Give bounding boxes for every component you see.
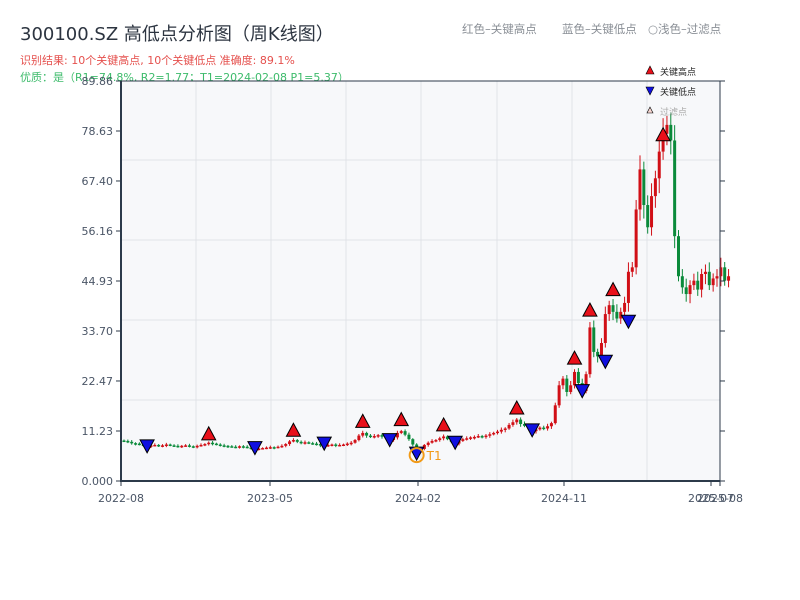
svg-text:关键高点: 关键高点 [660,66,696,78]
axes: 0.000 11.23 22.47 33.70 44.93 56.16 67.40 78.63… [82,75,743,505]
pivot-markers: T1 [139,126,671,464]
svg-text:67.40: 67.40 [82,175,114,188]
result-summary: 识别结果: 10个关键高点, 10个关键低点 准确度: 89.1% [20,54,295,67]
svg-text:2024-02: 2024-02 [395,492,441,505]
svg-text:2023-05: 2023-05 [247,492,293,505]
svg-text:22.47: 22.47 [82,375,114,388]
svg-text:56.16: 56.16 [82,225,114,238]
svg-text:过滤点: 过滤点 [660,106,687,118]
svg-text:T1: T1 [426,449,442,463]
svg-text:2024-11: 2024-11 [541,492,587,505]
svg-text:89.86: 89.86 [82,75,114,88]
legend-red-key-highs: 红色–关键高点 [462,22,537,36]
svg-text:0.000: 0.000 [82,475,114,488]
svg-text:11.23: 11.23 [82,425,114,438]
svg-text:2022-08: 2022-08 [98,492,144,505]
svg-text:33.70: 33.70 [82,325,114,338]
legend-light-filtered: ○浅色–过滤点 [648,22,722,36]
svg-text:44.93: 44.93 [82,275,114,288]
legend-blue-key-lows: 蓝色–关键低点 [562,22,637,36]
chart-title: 300100.SZ 高低点分析图（周K线图） [20,24,334,45]
svg-text:78.63: 78.63 [82,125,114,138]
svg-text:2025-08: 2025-08 [697,492,743,505]
svg-text:关键低点: 关键低点 [660,86,696,98]
svg-text:2025-07: 2025-07 [688,492,734,505]
gridlines [121,81,720,481]
